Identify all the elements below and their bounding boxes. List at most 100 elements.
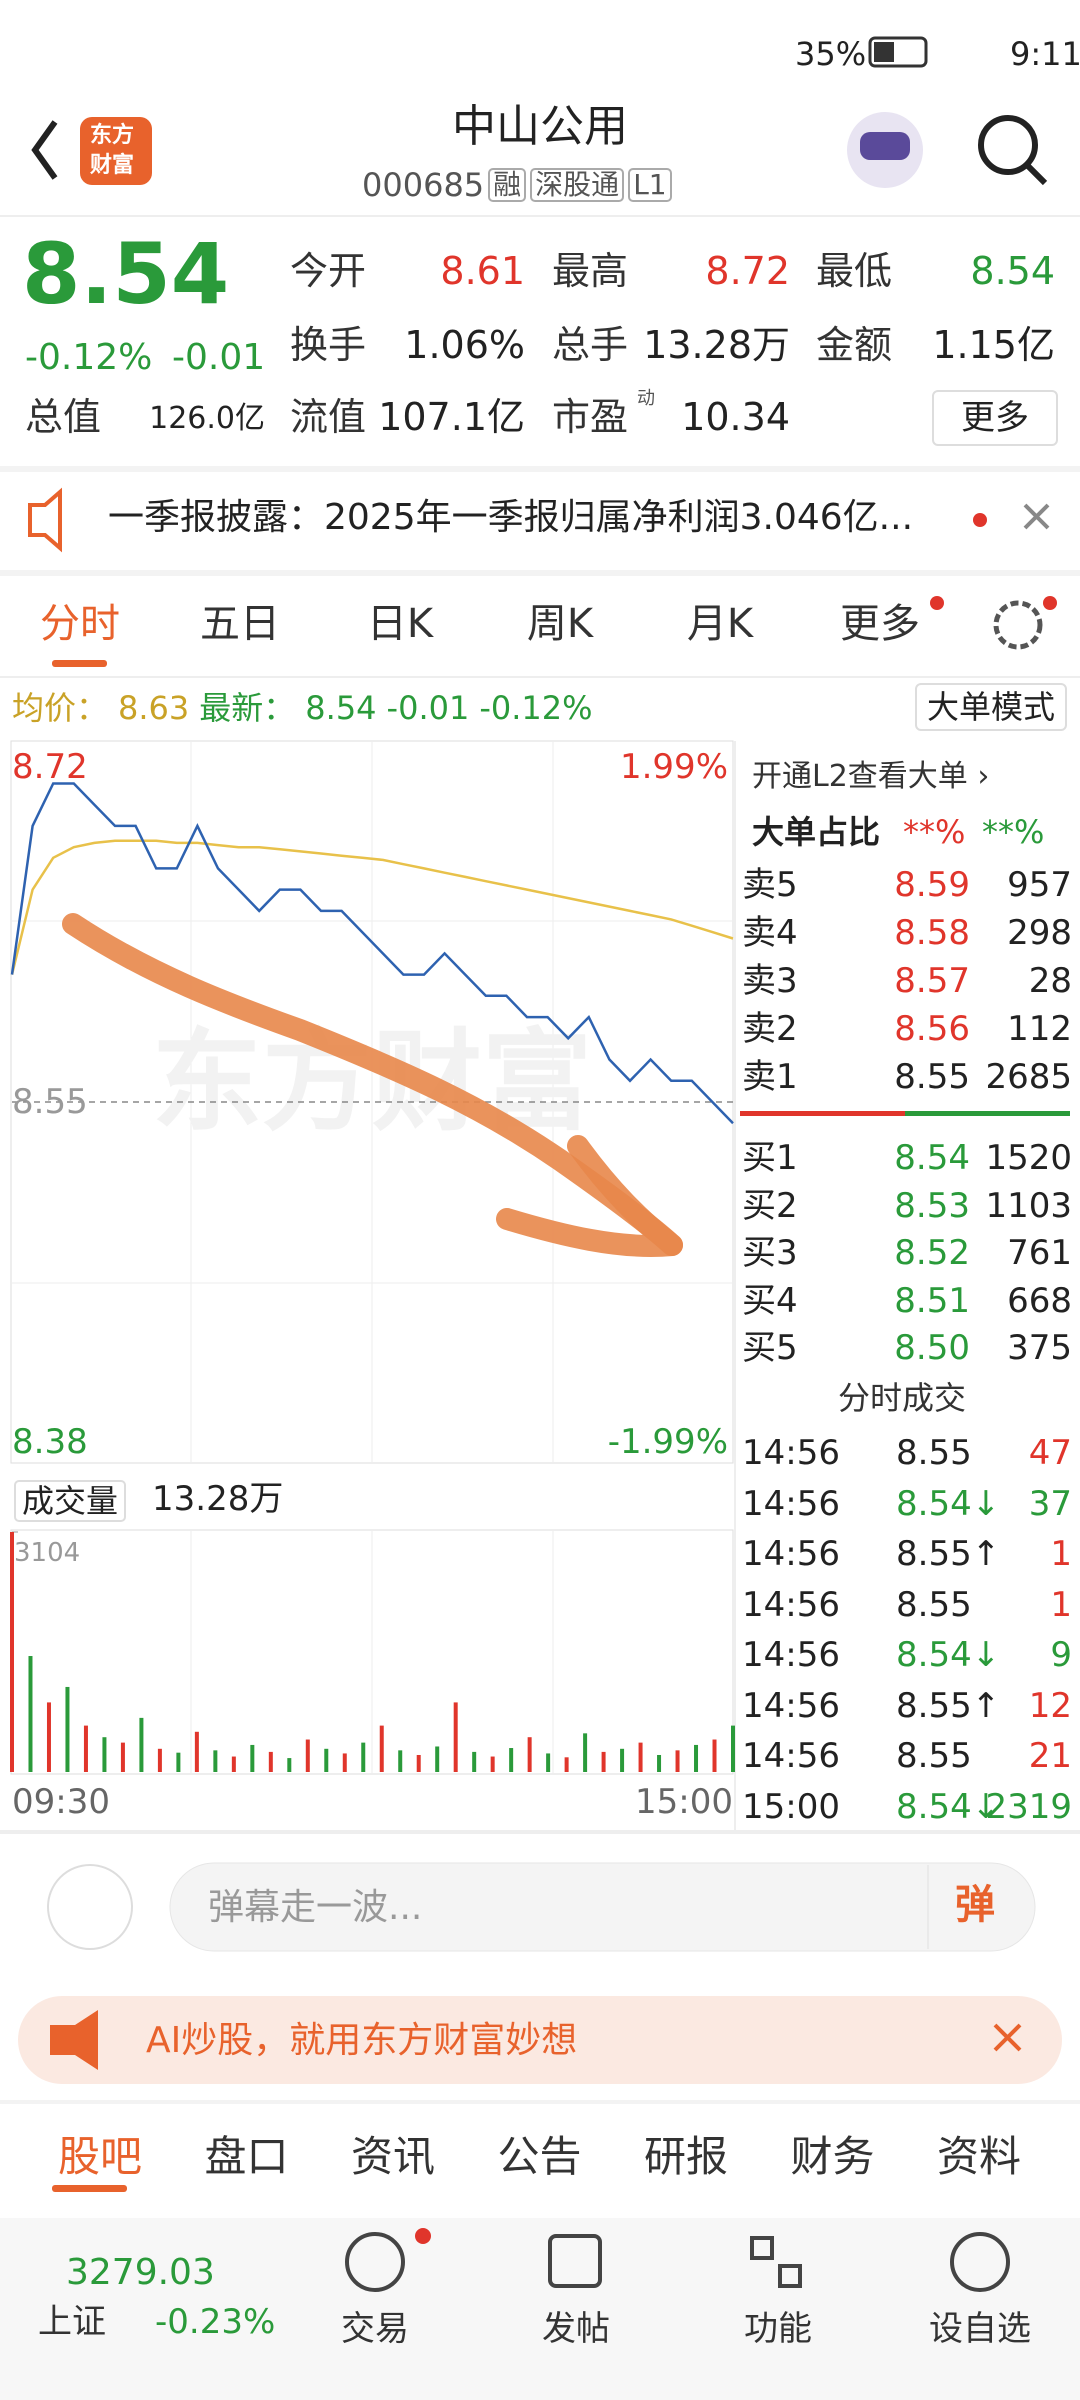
- l2-promo[interactable]: 开通L2查看大单 ›: [752, 759, 990, 794]
- field-label: 最低: [816, 249, 893, 293]
- chart-tab[interactable]: 五日: [200, 601, 280, 647]
- info-avg-label: 均价：: [12, 689, 109, 727]
- field-label: 总值: [25, 395, 102, 439]
- bottom-tab[interactable]: 股吧: [57, 2132, 142, 2181]
- stock-tag: L1: [628, 168, 672, 202]
- book-price: 8.55: [894, 1057, 970, 1097]
- stock-code-line: 000685 融深股通 L1: [362, 168, 672, 202]
- settings-icon[interactable]: [993, 600, 1043, 650]
- trade-price: 8.54↓: [896, 1786, 1001, 1827]
- book-label: 买2: [742, 1185, 798, 1226]
- battery-level: [874, 42, 894, 62]
- book-price: 8.58: [894, 913, 970, 953]
- notice-dot: [973, 513, 987, 527]
- chart-tab[interactable]: 日K: [366, 601, 434, 647]
- func-icon: [778, 2264, 802, 2288]
- bottom-tab[interactable]: 财务: [790, 2132, 875, 2181]
- trade-price: 8.55: [896, 1433, 972, 1473]
- up-pct-label: 1.99%: [619, 747, 728, 787]
- ai-banner-bg[interactable]: [18, 1996, 1062, 2084]
- volume-bar: [250, 1744, 255, 1772]
- mode-button[interactable]: 大单模式: [915, 683, 1068, 731]
- ratio-buy: **%: [903, 813, 966, 851]
- book-label: 卖4: [742, 913, 798, 953]
- trade-volume: 21: [1028, 1736, 1072, 1776]
- field-label: 今开: [290, 249, 367, 293]
- volume-bar: [324, 1748, 329, 1772]
- danmaku-icon[interactable]: [47, 1864, 133, 1950]
- book-price: 8.56: [894, 1009, 970, 1049]
- trade-volume: 37: [1028, 1483, 1072, 1524]
- danmaku-button[interactable]: 弹: [955, 1882, 995, 1928]
- stock-tag: 深股通: [530, 168, 625, 202]
- trade-time: 14:56: [742, 1635, 840, 1675]
- close-icon[interactable]: [1023, 503, 1050, 530]
- nav-item[interactable]: 发帖: [542, 2309, 610, 2349]
- close-icon[interactable]: [993, 2023, 1022, 2052]
- notice-text[interactable]: 一季报披露：2025年一季报归属净利润3.046亿...: [108, 497, 914, 538]
- field-value: 8.72: [705, 249, 790, 293]
- y-min-label: 8.38: [12, 1422, 88, 1462]
- more-button[interactable]: 更多: [932, 390, 1058, 446]
- book-volume: 761: [1007, 1233, 1072, 1273]
- trade-price: 8.55: [896, 1584, 972, 1625]
- danmaku-input[interactable]: [169, 1862, 1036, 1952]
- bottom-tab[interactable]: 资讯: [350, 2132, 435, 2181]
- volume-selector[interactable]: 成交量: [14, 1480, 127, 1522]
- volume-bar: [157, 1748, 162, 1772]
- book-volume: 668: [1007, 1280, 1072, 1321]
- volume-bar: [28, 1656, 33, 1772]
- volume-max-label: 3104: [14, 1538, 81, 1568]
- book-label: 卖5: [742, 865, 798, 905]
- info-latest: 8.54: [305, 689, 377, 727]
- divider: [0, 2100, 1080, 2104]
- nav-item[interactable]: 设自选: [929, 2309, 1031, 2349]
- book-volume: 375: [1007, 1328, 1072, 1368]
- down-pct-label: -1.99%: [607, 1422, 728, 1462]
- book-label: 卖1: [742, 1057, 798, 1097]
- volume-bar: [509, 1748, 514, 1772]
- nav-bg: [0, 2218, 1080, 2400]
- book-volume: 1520: [985, 1138, 1072, 1178]
- trade-price: 8.55: [896, 1736, 972, 1776]
- field-value: 1.06%: [404, 323, 525, 367]
- ai-banner-text[interactable]: AI炒股，就用东方财富妙想: [146, 2020, 578, 2061]
- trade-time: 14:56: [742, 1483, 840, 1524]
- book-price: 8.50: [894, 1328, 970, 1368]
- chart-tab[interactable]: 月K: [686, 601, 754, 647]
- trade-volume: 12: [1028, 1685, 1072, 1726]
- field-value: 107.1亿: [378, 395, 525, 439]
- book-label: 买1: [742, 1138, 798, 1178]
- divider: [0, 676, 1080, 678]
- trade-time: 14:56: [742, 1534, 840, 1574]
- bottom-tab[interactable]: 公告: [497, 2132, 582, 2181]
- volume-bar: [379, 1725, 384, 1772]
- volume-bar: [305, 1739, 310, 1772]
- nav-item[interactable]: 交易: [341, 2309, 409, 2349]
- book-price: 8.54: [894, 1138, 970, 1178]
- badge: [415, 2228, 431, 2244]
- bottom-tab[interactable]: 研报: [643, 2132, 728, 2181]
- back-icon[interactable]: [31, 120, 58, 180]
- watch-icon: [950, 2232, 1010, 2292]
- bottom-tab[interactable]: 盘口: [204, 2132, 289, 2181]
- nav-item[interactable]: 功能: [744, 2309, 812, 2349]
- bottom-tab[interactable]: 资料: [936, 2132, 1021, 2181]
- last-price: 8.54: [22, 225, 230, 323]
- trade-time: 14:56: [742, 1433, 840, 1473]
- avatar-face: [860, 132, 910, 160]
- index-value[interactable]: 3279.03: [66, 2252, 215, 2293]
- chart-tab[interactable]: 周K: [526, 601, 594, 647]
- field-value: 13.28万: [643, 323, 790, 367]
- chart-tab[interactable]: 更多: [840, 601, 920, 647]
- search-icon[interactable]: [978, 115, 1038, 175]
- time-end: 15:00: [635, 1782, 733, 1822]
- search-handle: [1025, 163, 1048, 186]
- ai-banner-icon: [50, 2010, 98, 2070]
- badge: [930, 596, 944, 610]
- book-price: 8.53: [894, 1185, 970, 1226]
- volume-bar: [472, 1751, 477, 1772]
- field-value: 1.15亿: [932, 323, 1055, 367]
- chart-tab[interactable]: 分时: [40, 601, 120, 647]
- danmaku-placeholder[interactable]: 弹幕走一波...: [208, 1887, 423, 1928]
